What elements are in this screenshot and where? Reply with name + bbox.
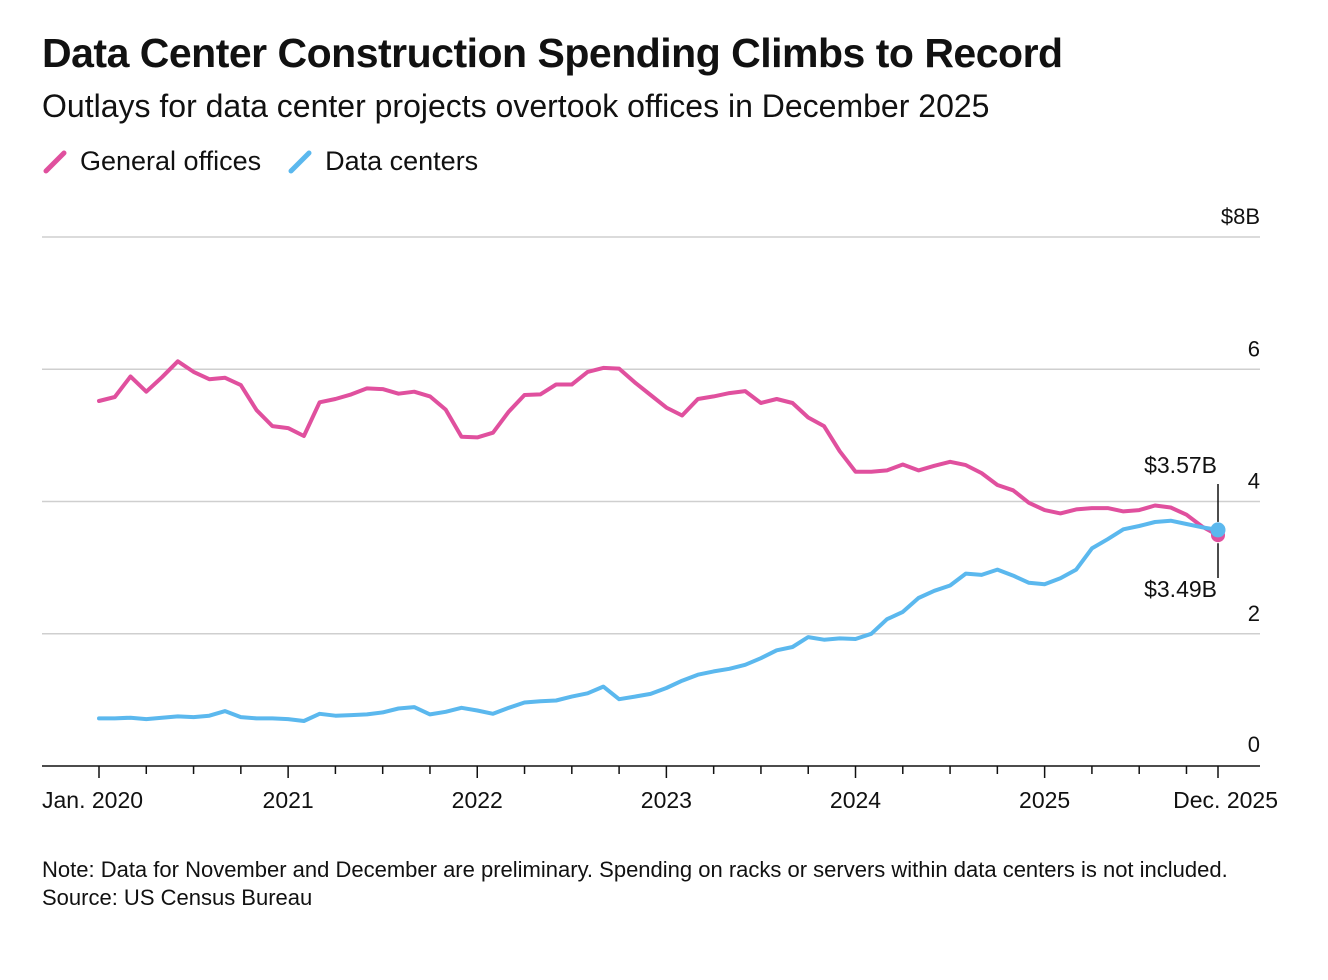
annotation-label-general-offices: $3.49B	[1144, 576, 1217, 602]
series-line-general-offices	[97, 359, 1220, 538]
footnote: Note: Data for November and December are…	[42, 857, 1228, 882]
y-tick-label: 6	[1248, 336, 1260, 361]
legend: General offices Data centers	[42, 146, 478, 177]
y-tick-label: $8B	[1221, 204, 1260, 229]
legend-label: General offices	[80, 146, 262, 176]
slash-line-icon	[288, 150, 312, 173]
x-tick-label: Jan. 2020	[42, 787, 143, 813]
x-tick-label: 2022	[452, 787, 503, 813]
legend-label: Data centers	[325, 146, 479, 176]
x-tick-label: 2024	[830, 787, 881, 813]
annotation-label-data-centers: $3.57B	[1144, 452, 1217, 478]
y-tick-label: 4	[1248, 469, 1260, 494]
legend-item-general-offices: General offices	[42, 146, 261, 177]
chart-subtitle: Outlays for data center projects overtoo…	[42, 88, 990, 124]
legend-item-data-centers: Data centers	[287, 146, 478, 177]
chart-footer: Note: Data for November and December are…	[42, 856, 1272, 912]
end-point-data-centers	[1210, 522, 1226, 538]
x-tick-label: 2025	[1019, 787, 1070, 813]
line-chart: $8B 6 4 2 0 Jan. 2020 2021 2022 2023 2024 2025 Dec.…	[42, 204, 1278, 813]
x-tick-label: Dec. 2025	[1173, 787, 1278, 813]
y-tick-label: 0	[1248, 732, 1260, 757]
chart-title: Data Center Construction Spending Climbs…	[42, 30, 1063, 76]
series-line-data-centers	[97, 518, 1220, 723]
x-tick-label: 2023	[641, 787, 692, 813]
x-tick-label: 2021	[263, 787, 314, 813]
slash-line-icon	[43, 150, 67, 173]
y-tick-label: 2	[1248, 601, 1260, 626]
source: Source: US Census Bureau	[42, 885, 313, 910]
